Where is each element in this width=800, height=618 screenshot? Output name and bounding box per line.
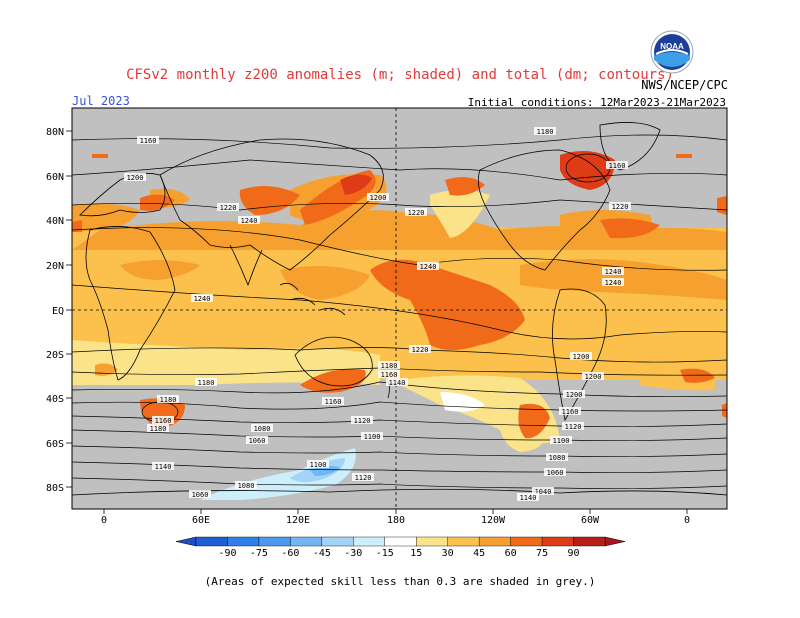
colorbar-tick: 60: [505, 548, 517, 559]
lon-label: 60W: [581, 515, 600, 526]
lon-label: 120W: [481, 515, 506, 526]
contour-label: 1100: [310, 461, 327, 469]
contour-label: 1200: [566, 391, 583, 399]
contour-label: 1100: [364, 433, 381, 441]
contour-label: 1180: [160, 396, 177, 404]
contour-label: 1160: [562, 408, 579, 416]
contour-label: 1240: [241, 217, 258, 225]
colorbar-tick: -30: [344, 548, 362, 559]
lat-label: 20S: [46, 350, 64, 361]
lon-label: 60E: [192, 515, 210, 526]
lat-label: 80S: [46, 483, 64, 494]
colorbar-swatch: [573, 536, 606, 547]
lat-label: 60S: [46, 439, 64, 450]
contour-label: 1220: [220, 204, 237, 212]
anomaly-shading: [72, 108, 727, 509]
lat-label: 80N: [46, 127, 64, 138]
contour-label: 1180: [537, 128, 554, 136]
colorbar-swatch: [258, 536, 291, 547]
initial-conditions: Initial conditions: 12Mar2023-21Mar2023: [467, 96, 726, 109]
colorbar-tick: 45: [473, 548, 485, 559]
coastlines: [72, 122, 727, 496]
contour-label: 1220: [412, 346, 429, 354]
contour-label: 1240: [194, 295, 211, 303]
colorbar-tick: 75: [536, 548, 548, 559]
contour-label: 1220: [408, 209, 425, 217]
contour-label: 1100: [553, 437, 570, 445]
latitude-labels: 80N 60N 40N 20N EQ 20S 40S 60S 80S: [46, 127, 72, 494]
contour-label: 1060: [249, 437, 266, 445]
contour-label: 1240: [605, 279, 622, 287]
lon-label: 180: [387, 515, 405, 526]
lon-label: 120E: [286, 515, 310, 526]
contour-label: 1140: [520, 494, 537, 502]
lat-label: EQ: [52, 306, 64, 317]
colorbar-tick: 30: [442, 548, 454, 559]
contour-label: 1060: [547, 469, 564, 477]
contour-label: 1080: [254, 425, 271, 433]
contour-label: 1160: [155, 417, 172, 425]
colorbar-right-arrow: [604, 536, 626, 547]
contour-label: 1160: [381, 371, 398, 379]
colorbar-swatch: [541, 536, 574, 547]
contour-label: 1200: [127, 174, 144, 182]
contour-label: 1120: [355, 474, 372, 482]
contour-label: 1180: [198, 379, 215, 387]
lat-label: 40S: [46, 394, 64, 405]
map-title: CFSv2 monthly z200 anomalies (m; shaded)…: [126, 67, 674, 83]
contour-label: 1140: [389, 379, 406, 387]
lon-label: 0: [684, 515, 690, 526]
colorbar: -90 -75 -60 -45 -30 -15 15 30 45 60 75 90: [175, 536, 626, 559]
colorbar-swatch: [416, 536, 448, 547]
contour-label: 1200: [573, 353, 590, 361]
contour-label: 1200: [370, 194, 387, 202]
colorbar-swatch: [510, 536, 543, 547]
contour-label: 1160: [140, 137, 157, 145]
colorbar-tick: -60: [281, 548, 299, 559]
noaa-logo-icon: NOAA: [650, 30, 694, 74]
colorbar-swatch: [353, 536, 385, 547]
colorbar-swatch: [195, 536, 228, 547]
map-frame: [71, 107, 728, 510]
contour-label: 1060: [192, 491, 209, 499]
colorbar-swatch: [227, 536, 260, 547]
colorbar-tick: -90: [218, 548, 236, 559]
contour-label: 1040: [535, 488, 552, 496]
contour-label: 1240: [605, 268, 622, 276]
colorbar-tick: -75: [250, 548, 268, 559]
colorbar-tick: -45: [313, 548, 331, 559]
svg-text:NOAA: NOAA: [660, 42, 684, 51]
contour-label: 1180: [381, 362, 398, 370]
contour-label: 1180: [150, 425, 167, 433]
colorbar-tick: 90: [568, 548, 580, 559]
lat-label: 60N: [46, 172, 64, 183]
colorbar-swatch: [478, 536, 511, 547]
contour-label: 1120: [354, 417, 371, 425]
contour-label: 1220: [612, 203, 629, 211]
contour-label: 1160: [325, 398, 342, 406]
longitude-labels: 0 60E 120E 180 120W 60W 0: [101, 509, 690, 526]
colorbar-swatch: [321, 536, 354, 547]
contour-labels: 1160118011601200122012401200122012201240…: [124, 127, 631, 502]
colorbar-tick: 15: [410, 548, 422, 559]
contour-label: 1200: [585, 373, 602, 381]
colorbar-tick: -15: [376, 548, 394, 559]
lat-label: 20N: [46, 261, 64, 272]
contour-label: 1120: [565, 423, 582, 431]
colorbar-left-arrow: [175, 536, 197, 547]
contour-label: 1160: [609, 162, 626, 170]
contour-label: 1240: [420, 263, 437, 271]
contour-label: 1080: [238, 482, 255, 490]
forecast-month: Jul 2023: [72, 94, 130, 108]
contour-label: 1140: [155, 463, 172, 471]
skill-note: (Areas of expected skill less than 0.3 a…: [204, 575, 596, 588]
colorbar-swatch: [447, 536, 480, 547]
contour-label: 1080: [549, 454, 566, 462]
colorbar-swatch: [290, 536, 323, 547]
lat-label: 40N: [46, 216, 64, 227]
lon-label: 0: [101, 515, 107, 526]
agency-label: NWS/NCEP/CPC: [641, 78, 728, 92]
colorbar-swatch: [384, 536, 417, 547]
